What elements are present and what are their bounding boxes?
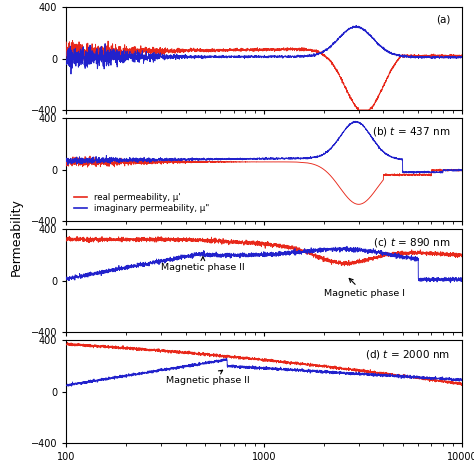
Text: (a): (a) bbox=[436, 14, 450, 24]
Text: Magnetic phase I: Magnetic phase I bbox=[324, 278, 405, 298]
Text: (d) $t$ = 2000 nm: (d) $t$ = 2000 nm bbox=[365, 347, 450, 361]
Text: (b) $t$ = 437 nm: (b) $t$ = 437 nm bbox=[372, 126, 450, 138]
Text: (c) $t$ = 890 nm: (c) $t$ = 890 nm bbox=[373, 237, 450, 249]
Text: Magnetic phase II: Magnetic phase II bbox=[166, 370, 250, 385]
Text: Permeability: Permeability bbox=[10, 198, 23, 276]
Text: Magnetic phase II: Magnetic phase II bbox=[161, 257, 245, 273]
Legend: real permeability, μ', imaginary permeability, μ": real permeability, μ', imaginary permeab… bbox=[71, 189, 213, 217]
